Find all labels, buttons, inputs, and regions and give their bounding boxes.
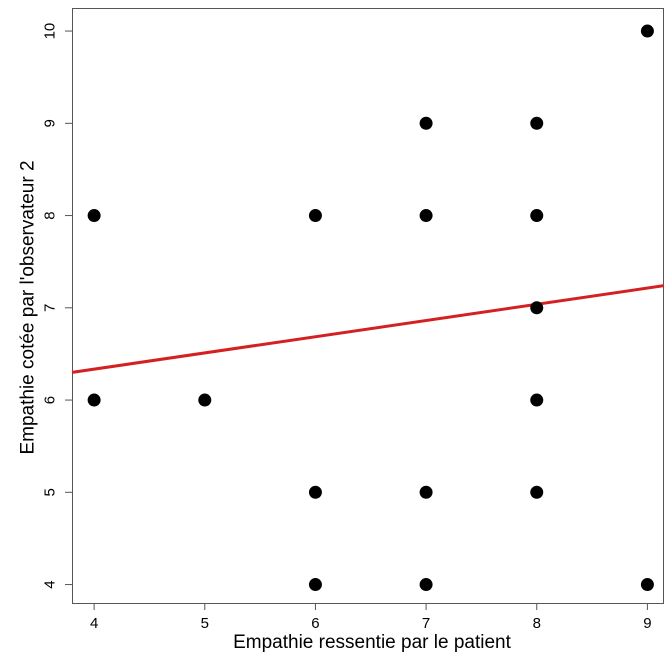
- x-axis: 4 5 6 7 8 9: [90, 603, 652, 632]
- plot-frame: [72, 8, 664, 604]
- y-tick-label: 9: [42, 119, 59, 127]
- data-point: [87, 393, 101, 407]
- regression-line: [71, 284, 664, 374]
- x-axis-title: Empathie ressentie par le patient: [233, 632, 511, 653]
- data-point: [419, 209, 433, 223]
- y-tick-label: 10: [42, 23, 59, 40]
- data-point: [419, 116, 433, 130]
- data-point: [308, 485, 322, 499]
- x-tick-label: 8: [533, 615, 541, 632]
- data-point: [530, 393, 544, 407]
- x-tick-label: 5: [201, 615, 209, 632]
- data-points: [87, 24, 654, 592]
- y-tick-label: 7: [42, 304, 59, 312]
- data-point: [87, 209, 101, 223]
- data-point: [640, 24, 654, 38]
- x-tick-label: 7: [422, 615, 430, 632]
- x-tick-label: 9: [643, 615, 651, 632]
- data-point: [640, 578, 654, 592]
- x-tick-label: 6: [311, 615, 319, 632]
- data-point: [530, 116, 544, 130]
- y-tick-label: 6: [42, 396, 59, 404]
- y-tick-label: 8: [42, 211, 59, 219]
- y-axis-title: Empathie cotée par l'observateur 2: [18, 160, 39, 454]
- data-point: [308, 578, 322, 592]
- data-point: [308, 209, 322, 223]
- y-axis: 4 5 6 7 8 9 10: [42, 23, 72, 589]
- x-tick-label: 4: [90, 615, 98, 632]
- data-point: [198, 393, 212, 407]
- data-point: [530, 301, 544, 315]
- y-tick-label: 5: [42, 488, 59, 496]
- data-point: [419, 485, 433, 499]
- y-tick-label: 4: [42, 580, 59, 588]
- data-point: [419, 578, 433, 592]
- data-point: [530, 209, 544, 223]
- data-point: [530, 485, 544, 499]
